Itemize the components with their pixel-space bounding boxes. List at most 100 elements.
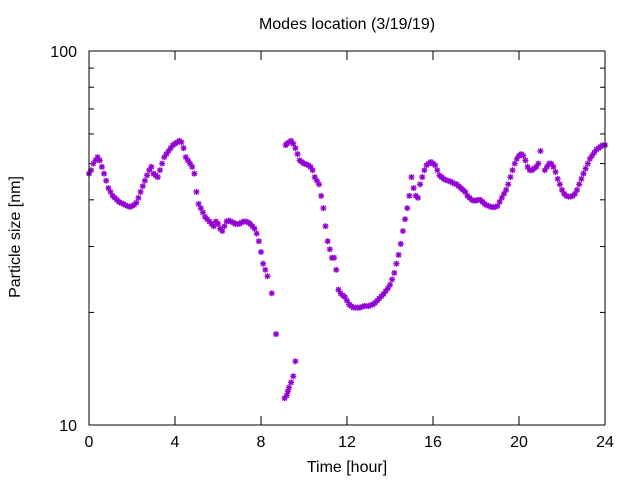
data-point <box>215 220 221 227</box>
data-point <box>421 167 428 174</box>
data-point <box>584 160 591 167</box>
x-tick-label: 8 <box>257 434 266 451</box>
data-point <box>318 192 325 199</box>
data-point <box>253 230 260 237</box>
data-point <box>180 145 187 152</box>
data-point <box>511 160 518 167</box>
data-point <box>255 238 262 245</box>
data-point <box>397 240 404 247</box>
data-point <box>578 175 585 182</box>
data-point <box>417 181 424 188</box>
data-point <box>133 199 140 206</box>
data-point <box>574 186 581 193</box>
data-point <box>406 192 413 199</box>
data-point <box>320 205 327 212</box>
data-point <box>154 174 161 181</box>
x-tick-label: 20 <box>510 434 528 451</box>
data-point <box>535 160 542 167</box>
data-point <box>393 260 400 267</box>
data-point <box>141 177 148 184</box>
x-tick-label: 16 <box>424 434 442 451</box>
data-point <box>273 331 280 338</box>
data-point <box>387 281 393 288</box>
data-point <box>404 205 411 212</box>
data-point <box>434 167 441 174</box>
data-point <box>283 392 290 399</box>
data-point <box>552 168 559 175</box>
data-point <box>292 145 299 152</box>
x-tick-label: 4 <box>171 434 180 451</box>
data-point <box>324 238 331 245</box>
chart-title: Modes location (3/19/19) <box>259 16 435 33</box>
data-point <box>520 152 527 159</box>
data-point <box>191 170 198 177</box>
data-point <box>262 266 269 273</box>
data-point <box>294 151 301 158</box>
data-point <box>432 162 439 169</box>
data-point <box>264 273 271 280</box>
data-point <box>316 181 323 188</box>
data-point <box>408 174 415 181</box>
data-point <box>184 157 191 164</box>
data-point <box>503 186 510 193</box>
data-point <box>189 163 196 170</box>
data-point <box>137 188 144 195</box>
y-tick-label: 10 <box>59 418 77 435</box>
data-point <box>331 254 338 261</box>
data-point <box>251 225 258 232</box>
data-point <box>582 165 589 172</box>
x-tick-label: 0 <box>85 434 94 451</box>
data-point <box>333 266 340 273</box>
data-point <box>410 185 417 192</box>
data-point <box>309 167 316 174</box>
data-point <box>260 260 267 267</box>
data-point <box>589 152 596 159</box>
y-axis-label: Particle size [nm] <box>7 176 24 298</box>
data-point <box>550 163 557 170</box>
data-point <box>395 251 402 258</box>
data-point <box>221 223 228 230</box>
data-point <box>161 154 168 161</box>
data-point <box>103 177 110 184</box>
data-point <box>148 163 155 170</box>
data-point <box>391 269 398 276</box>
data-point <box>509 167 516 174</box>
data-point <box>522 157 529 164</box>
data-point <box>288 379 295 386</box>
data-point <box>419 174 426 181</box>
data-point <box>219 228 226 235</box>
data-point <box>402 216 409 223</box>
data-point <box>96 157 103 164</box>
data-point <box>210 223 217 230</box>
data-point <box>163 151 170 158</box>
data-point <box>101 170 108 177</box>
data-point <box>258 249 264 256</box>
x-axis-label: Time [hour] <box>307 459 387 476</box>
plot-frame <box>88 50 606 426</box>
x-tick-label: 12 <box>338 434 356 451</box>
data-point <box>507 174 514 181</box>
tick-labels: 0 4 8 12 16 20 24 10 100 <box>50 44 614 451</box>
data-point <box>159 160 166 167</box>
data-point <box>389 276 396 283</box>
data-point <box>414 194 421 201</box>
data-point <box>556 181 563 188</box>
data-point <box>156 167 163 174</box>
data-point <box>380 291 387 298</box>
data-point <box>139 183 146 190</box>
data-point <box>576 181 583 188</box>
data-point <box>144 172 151 179</box>
data-point <box>537 148 544 155</box>
y-tick-label: 100 <box>50 44 77 61</box>
data-point <box>135 194 142 201</box>
data-point <box>580 170 587 177</box>
data-point <box>322 223 329 230</box>
data-point <box>290 373 297 380</box>
data-point <box>285 384 292 391</box>
data-point <box>199 209 206 216</box>
data-point <box>505 181 512 188</box>
x-tick-label: 24 <box>596 434 614 451</box>
